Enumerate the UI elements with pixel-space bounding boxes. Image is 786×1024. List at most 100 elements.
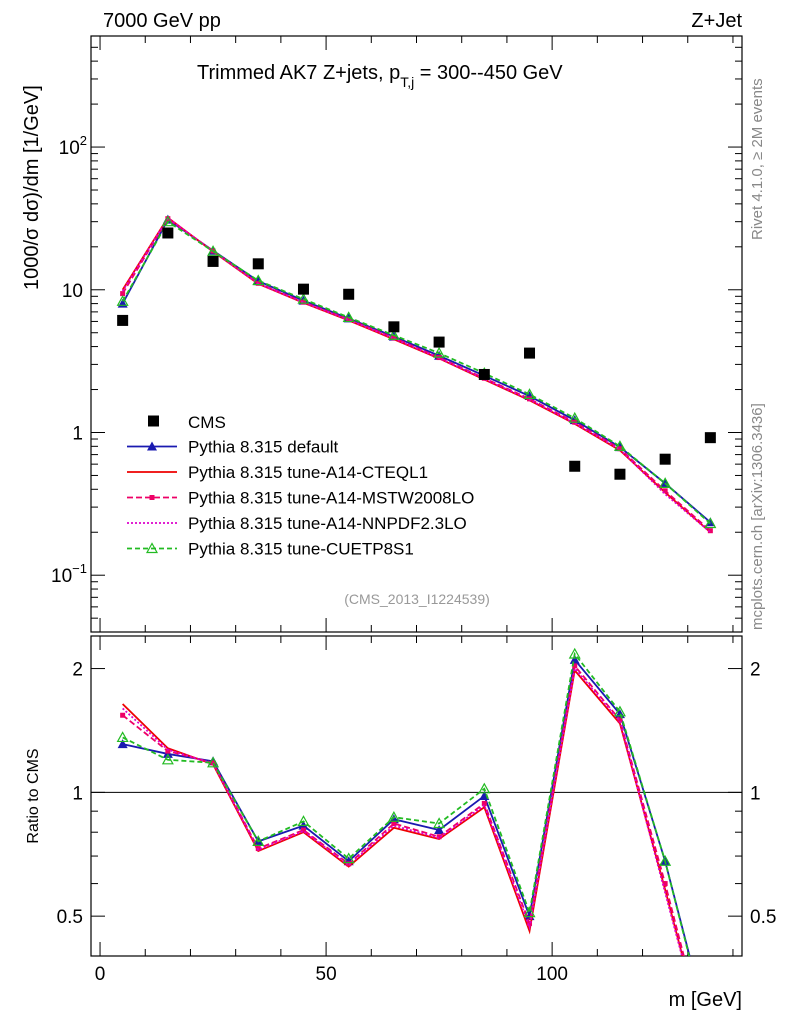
ratio-series-point <box>613 705 626 717</box>
main-series-group <box>116 214 717 534</box>
main-series-line <box>121 216 711 533</box>
ratio-series-point <box>434 824 445 834</box>
ratio-series-point <box>569 654 580 664</box>
ratio-ytick-label: 1 <box>72 783 83 804</box>
legend-label: Pythia 8.315 tune-A14-MSTW2008LO <box>188 489 474 508</box>
legend-label: Pythia 8.315 tune-A14-NNPDF2.3LO <box>188 514 467 533</box>
ratio-series-point <box>527 920 533 926</box>
ratio-series-point <box>436 834 442 840</box>
xtick-label: 0 <box>95 964 106 985</box>
cms-data-point <box>614 468 626 480</box>
ratio-series-point <box>346 861 352 867</box>
ratio-series-point <box>478 782 491 794</box>
main-ylabel: 1000/σ dσ)/dm [1/GeV] <box>21 85 43 290</box>
ratio-series-point <box>117 739 128 749</box>
ratio-series-line <box>122 663 685 956</box>
main-series-point <box>342 311 355 323</box>
cms-data-point <box>343 288 355 300</box>
mcplots-label: mcplots.cern.ch [arXiv:1306.3436] <box>749 403 766 630</box>
x-axis-ticks: 0 50 100 <box>95 36 734 985</box>
main-series-point <box>662 488 668 494</box>
main-series-point <box>120 291 126 297</box>
main-series-point <box>207 245 220 256</box>
cms-data-point <box>297 283 309 295</box>
ratio-series-point <box>568 647 581 659</box>
main-title: Trimmed AK7 Z+jets, pT,j = 300--450 GeV <box>197 62 563 90</box>
ratio-ylabel: Ratio to CMS <box>25 748 42 843</box>
x-axis-label: m [GeV] <box>669 989 742 1011</box>
main-ytick-label: 102 <box>59 133 87 159</box>
header-right: Z+Jet <box>691 10 742 32</box>
cms-data-point <box>252 258 264 270</box>
main-ytick-label: 10−1 <box>51 561 87 587</box>
main-series-point <box>704 517 717 529</box>
main-series-point <box>300 299 306 305</box>
analysis-watermark: (CMS_2013_I1224539) <box>344 591 490 607</box>
main-series-point <box>161 215 174 227</box>
ratio-series-line <box>122 657 691 956</box>
ratio-series-point <box>523 906 536 918</box>
main-series-point <box>252 274 265 286</box>
main-series-point <box>297 292 310 304</box>
header-left: 7000 GeV pp <box>103 10 221 32</box>
ratio-series-point <box>161 753 174 765</box>
main-series-line <box>121 220 711 525</box>
legend-marker <box>145 542 159 554</box>
cms-data-point <box>704 432 716 444</box>
ratio-series-point <box>120 712 126 718</box>
main-series-point <box>707 528 713 534</box>
rivet-label: Rivet 4.1.0, ≥ 2M events <box>749 78 766 240</box>
legend: CMS Pythia 8.315 default Pythia 8.315 tune… <box>127 413 474 559</box>
legend-label: CMS <box>188 413 226 432</box>
ratio-series-point <box>391 820 397 826</box>
main-series-point <box>523 388 536 399</box>
legend-label: Pythia 8.315 default <box>188 438 339 457</box>
ratio-ytick-label: 0.5 <box>57 907 83 928</box>
main-series-point <box>613 440 626 451</box>
ratio-series-point <box>207 756 220 768</box>
main-ytick-label: 10 <box>62 281 83 302</box>
cms-data-point <box>659 453 671 465</box>
legend-label: Pythia 8.315 tune-CUETP8S1 <box>188 540 414 559</box>
ratio-series-line <box>122 651 691 956</box>
cms-data-point <box>207 255 219 267</box>
ratio-series-point <box>387 810 400 822</box>
ratio-series-point <box>572 663 578 669</box>
xtick-label: 100 <box>536 964 568 985</box>
main-series-point <box>568 411 581 423</box>
legend-marker <box>149 495 155 500</box>
ratio-series-point <box>116 731 129 743</box>
ratio-ytick-label: 2 <box>72 660 83 681</box>
ratio-series-line <box>122 666 683 956</box>
ratio-series-point <box>252 835 265 846</box>
ratio-series-point <box>662 881 668 887</box>
main-ytick-label: 1 <box>72 423 83 444</box>
legend-marker-cms <box>148 415 159 427</box>
legend-marker <box>147 441 157 451</box>
ratio-series-point <box>481 800 487 806</box>
xtick-label: 50 <box>316 964 337 985</box>
cms-data-point <box>162 227 174 239</box>
main-series-point <box>346 316 352 322</box>
ratio-series-point <box>297 815 310 826</box>
main-series-point <box>116 295 129 306</box>
main-series-point <box>391 335 397 341</box>
ratio-series-point <box>165 748 171 754</box>
ratio-ytick-label-right: 2 <box>750 660 761 681</box>
cms-data-point <box>388 321 400 333</box>
main-series-point <box>659 477 672 488</box>
ratio-axis-ticks: 0.5 0.5 1 1 2 2 <box>57 660 777 929</box>
cms-data-point <box>478 368 490 380</box>
main-series-point <box>617 446 623 452</box>
main-axis-ticks: 10−1 1 10 102 <box>51 35 742 633</box>
legend-label: Pythia 8.315 tune-A14-CTEQL1 <box>188 463 428 482</box>
ratio-series-group <box>116 647 691 956</box>
main-series-point <box>433 346 446 358</box>
ratio-series-point <box>300 827 306 833</box>
cms-data-points <box>117 227 716 480</box>
cms-data-point <box>117 314 129 326</box>
ratio-ytick-label-right: 1 <box>750 783 761 804</box>
ratio-series-point <box>342 852 355 864</box>
ratio-series-point <box>433 817 446 829</box>
